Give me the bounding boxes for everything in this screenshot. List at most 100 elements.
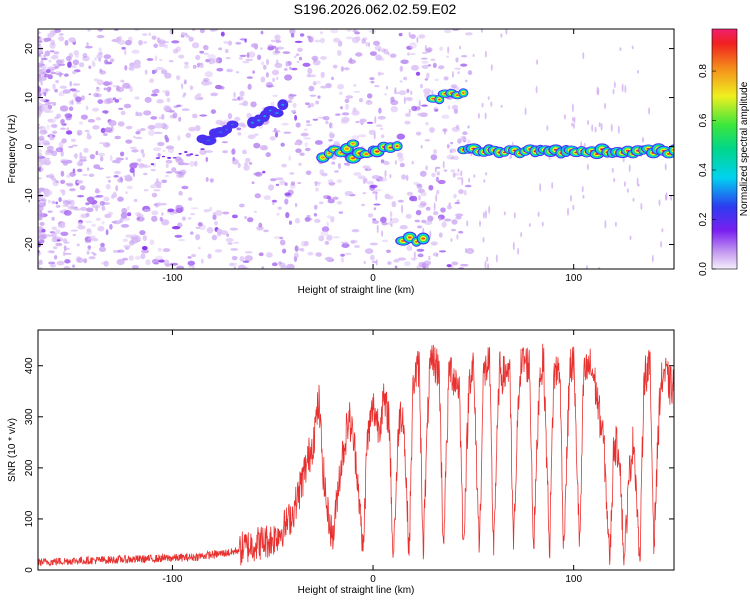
noise-speck <box>637 70 639 74</box>
noise-speck <box>300 247 305 252</box>
noise-speck <box>55 180 59 183</box>
noise-speck <box>185 34 190 38</box>
noise-speck <box>105 97 114 104</box>
spectrogram-noise <box>38 29 673 269</box>
noise-speck <box>38 211 45 219</box>
feature-blob <box>281 103 285 106</box>
noise-speck <box>373 132 376 140</box>
noise-speck <box>371 260 377 264</box>
noise-speck <box>227 40 233 46</box>
noise-speck <box>274 62 283 69</box>
noise-speck <box>247 51 256 58</box>
noise-speck <box>334 170 339 173</box>
noise-speck <box>190 231 194 235</box>
noise-speck <box>451 104 459 111</box>
noise-speck <box>368 30 377 33</box>
noise-speck <box>39 126 43 129</box>
noise-speck <box>363 181 366 184</box>
noise-speck <box>330 122 334 129</box>
noise-speck <box>75 101 82 105</box>
noise-speck <box>279 236 284 240</box>
noise-speck <box>329 131 334 138</box>
spectral-feature <box>196 120 239 146</box>
noise-speck <box>341 243 350 248</box>
noise-speck <box>468 178 471 183</box>
noise-speck <box>52 124 58 129</box>
noise-speck <box>139 230 146 236</box>
noise-speck <box>184 61 189 65</box>
noise-speck <box>331 76 334 81</box>
noise-speck <box>344 191 353 196</box>
noise-speck <box>162 248 171 253</box>
snr-y-label: SNR (10 * v/v) <box>7 418 18 482</box>
noise-speck <box>282 248 287 254</box>
noise-speck <box>115 157 122 164</box>
noise-speck <box>378 107 382 114</box>
noise-speck <box>405 213 412 219</box>
noise-speck <box>101 220 105 225</box>
noise-speck <box>178 54 185 59</box>
noise-speck <box>366 121 374 124</box>
noise-speck <box>307 104 311 109</box>
snr-panel: -100 0 100 0 100 200 300 400 Height of straigh… <box>7 329 675 596</box>
noise-speck <box>344 252 352 255</box>
x-tick-label: -100 <box>162 273 182 284</box>
noise-speck <box>447 46 450 54</box>
noise-speck <box>453 109 459 114</box>
noise-speck <box>38 266 43 269</box>
noise-speck <box>452 172 456 178</box>
noise-speck <box>443 169 448 172</box>
spectral-feature <box>395 231 430 247</box>
noise-speck <box>268 184 274 191</box>
noise-speck <box>315 187 319 192</box>
noise-speck <box>256 226 264 231</box>
noise-speck <box>234 262 238 267</box>
noise-speck <box>38 152 43 158</box>
noise-speck <box>280 142 285 147</box>
noise-speck <box>413 251 416 259</box>
noise-speck <box>572 204 575 211</box>
noise-speck <box>207 54 216 60</box>
noise-speck <box>271 69 280 76</box>
noise-speck <box>79 121 84 125</box>
noise-speck <box>658 199 661 207</box>
noise-speck <box>129 146 137 149</box>
noise-speck <box>418 99 421 108</box>
noise-speck <box>387 261 392 265</box>
noise-speck <box>632 197 635 202</box>
noise-speck <box>181 185 189 190</box>
noise-speck <box>161 179 168 184</box>
noise-speck <box>221 141 229 144</box>
noise-speck <box>247 134 256 140</box>
noise-speck <box>363 260 366 265</box>
noise-speck <box>458 230 464 234</box>
noise-speck <box>320 31 323 35</box>
noise-speck <box>384 169 387 178</box>
noise-speck <box>582 194 585 199</box>
noise-speck <box>65 247 70 250</box>
noise-speck <box>290 33 295 38</box>
noise-speck <box>626 188 629 193</box>
noise-speck <box>619 47 622 52</box>
noise-speck <box>117 196 124 202</box>
noise-speck <box>586 163 589 171</box>
noise-speck <box>398 90 407 96</box>
noise-speck <box>64 259 71 264</box>
noise-speck <box>231 98 239 101</box>
noise-speck <box>71 64 77 69</box>
noise-speck <box>65 241 70 244</box>
noise-speck <box>83 258 88 264</box>
spectrogram-marks <box>38 29 674 269</box>
noise-speck <box>97 225 105 232</box>
noise-speck <box>295 122 301 128</box>
noise-speck <box>270 101 275 107</box>
noise-speck <box>136 158 142 163</box>
noise-speck <box>418 195 421 201</box>
noise-speck <box>536 59 539 65</box>
feature-blob <box>350 157 356 160</box>
noise-speck <box>157 153 161 158</box>
noise-speck <box>340 253 345 257</box>
feature-blob <box>225 128 229 131</box>
noise-speck <box>59 105 69 112</box>
noise-speck <box>461 177 464 186</box>
